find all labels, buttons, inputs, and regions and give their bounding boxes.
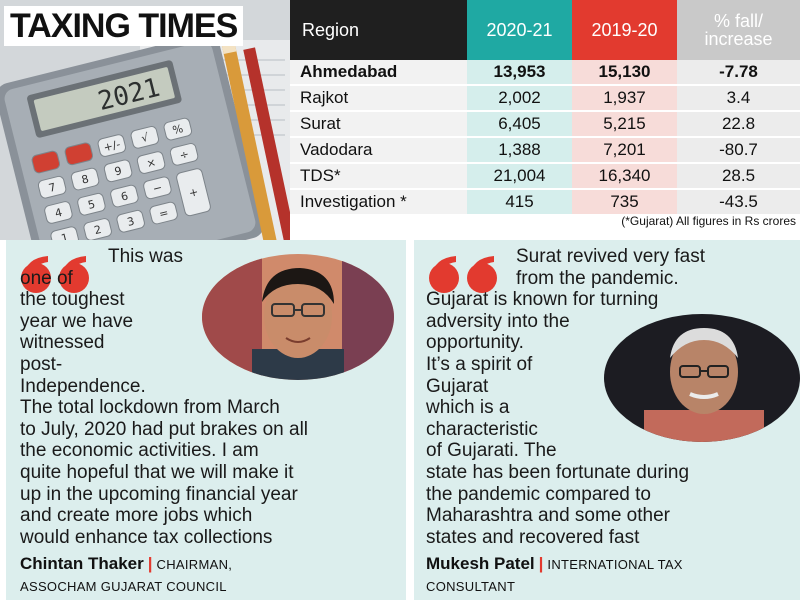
cell-percent-change: -43.5 — [677, 189, 800, 216]
quote-right-line: the pandemic compared to — [426, 483, 651, 505]
quote-left-line: quite hopeful that we will make it — [20, 461, 294, 483]
cell-region: Investigation * — [290, 189, 467, 216]
table-row: Vadodara 1,388 7,201 -80.7 — [290, 137, 800, 164]
quote-left-line: one of — [20, 267, 73, 289]
quote-right-line: which is a — [426, 397, 510, 419]
svg-text:−: − — [151, 181, 163, 196]
cell-2020-21: 415 — [467, 189, 572, 216]
quote-right-line: It’s a spirit of — [426, 353, 533, 375]
cell-percent-change: 3.4 — [677, 85, 800, 112]
quote-right-line: opportunity. — [426, 332, 524, 354]
quote-left-line: the economic activities. I am — [20, 440, 259, 462]
header-2019-20: 2019-20 — [572, 0, 677, 60]
table-footnote: (*Gujarat) All figures in Rs crores — [621, 214, 796, 228]
quote-right-line: Surat revived very fast — [516, 246, 706, 267]
svg-text:÷: ÷ — [178, 147, 190, 162]
quote-mark-icon — [21, 256, 89, 293]
svg-text:8: 8 — [80, 172, 90, 186]
cell-2019-20: 7,201 — [572, 137, 677, 164]
cell-region: Surat — [290, 111, 467, 138]
quote-right-line: Gujarat is known for turning — [426, 289, 659, 311]
quote-left-line: would enhance tax collections — [20, 526, 273, 548]
quote-right-line: Maharashtra and some other — [426, 505, 670, 527]
quote-right-line: characteristic — [426, 418, 538, 440]
quote-right-line: states and recovered fast — [426, 526, 640, 548]
quote-left-line: the toughest — [20, 289, 125, 311]
header-percent-change-line2: increase — [704, 29, 773, 49]
cell-2020-21: 1,388 — [467, 137, 572, 164]
svg-text:4: 4 — [54, 206, 64, 220]
svg-text:+: + — [188, 185, 200, 200]
quote-right-line: of Gujarati. The — [426, 440, 557, 462]
cell-2019-20: 735 — [572, 189, 677, 216]
svg-text:%: % — [171, 122, 184, 137]
svg-text:×: × — [145, 156, 157, 171]
portrait-mukesh-patel — [604, 314, 800, 442]
quote-right-line: state has been fortunate during — [426, 461, 690, 483]
tax-collection-table: Region 2020-21 2019-20 % fall/ increase … — [290, 0, 800, 240]
svg-text:3: 3 — [126, 215, 136, 229]
svg-text:6: 6 — [120, 189, 130, 203]
quote-left-line: Independence. — [20, 375, 146, 397]
cell-region: Rajkot — [290, 85, 467, 112]
cell-region: TDS* — [290, 163, 467, 190]
header-percent-change-line1: % fall/ — [713, 11, 764, 31]
byline-left: Chintan Thaker | CHAIRMAN, — [20, 554, 233, 573]
quote-panel-left: This was one of the toughest year we hav… — [6, 240, 406, 600]
quote-mark-icon — [429, 256, 497, 293]
svg-text:1: 1 — [60, 231, 70, 240]
headline: TAXING TIMES — [4, 6, 244, 46]
cell-2020-21: 6,405 — [467, 111, 572, 138]
cell-region: Ahmedabad — [290, 60, 467, 86]
header-2020-21: 2020-21 — [467, 0, 572, 60]
cell-2020-21: 13,953 — [467, 60, 572, 86]
speaker-name: Mukesh Patel — [426, 554, 535, 573]
quote-left-line: up in the upcoming financial year — [20, 483, 298, 505]
cell-percent-change: -7.78 — [677, 60, 800, 86]
speaker-title-line2: CONSULTANT — [426, 579, 516, 594]
quote-left-line: to July, 2020 had put brakes on all — [20, 418, 309, 440]
byline-right: Mukesh Patel | INTERNATIONAL TAX — [426, 554, 683, 573]
cell-2020-21: 21,004 — [467, 163, 572, 190]
svg-text:+/-: +/- — [102, 138, 122, 155]
table-row: Ahmedabad 13,953 15,130 -7.78 — [290, 60, 800, 86]
quote-right-line: Gujarat — [426, 375, 489, 397]
table-row: TDS* 21,004 16,340 28.5 — [290, 163, 800, 190]
speaker-title: INTERNATIONAL TAX — [547, 557, 683, 572]
svg-text:=: = — [158, 206, 170, 221]
header-region: Region — [290, 0, 467, 60]
svg-text:√: √ — [140, 130, 151, 145]
quote-left-line: post- — [20, 353, 63, 375]
cell-percent-change: 28.5 — [677, 163, 800, 190]
quote-left-line: This was — [108, 246, 183, 267]
quote-panel-right: Surat revived very fast from the pandemi… — [414, 240, 800, 600]
table-row: Surat 6,405 5,215 22.8 — [290, 111, 800, 138]
cell-2019-20: 1,937 — [572, 85, 677, 112]
cell-2019-20: 15,130 — [572, 60, 677, 86]
table-row: Rajkot 2,002 1,937 3.4 — [290, 85, 800, 112]
quote-left-line: and create more jobs which — [20, 505, 253, 527]
svg-text:9: 9 — [113, 164, 123, 178]
speaker-title: CHAIRMAN, — [156, 557, 233, 572]
calculator-photo: 2021 — [0, 0, 290, 240]
speaker-name: Chintan Thaker — [20, 554, 144, 573]
cell-percent-change: -80.7 — [677, 137, 800, 164]
portrait-chintan-thaker — [202, 254, 394, 380]
cell-2019-20: 5,215 — [572, 111, 677, 138]
cell-region: Vadodara — [290, 137, 467, 164]
quote-right-line: from the pandemic. — [516, 267, 679, 289]
header-percent-change: % fall/ increase — [677, 0, 800, 60]
quote-left-line: witnessed — [20, 332, 105, 354]
speaker-title-line2: ASSOCHAM GUJARAT COUNCIL — [20, 579, 227, 594]
quote-left-line: The total lockdown from March — [20, 397, 280, 419]
svg-text:7: 7 — [47, 181, 57, 195]
cell-2020-21: 2,002 — [467, 85, 572, 112]
cell-2019-20: 16,340 — [572, 163, 677, 190]
cell-percent-change: 22.8 — [677, 111, 800, 138]
svg-text:5: 5 — [87, 198, 97, 212]
quote-left-line: year we have — [20, 310, 134, 332]
quote-right-line: adversity into the — [426, 310, 570, 332]
table-row: Investigation * 415 735 -43.5 — [290, 189, 800, 216]
svg-text:2: 2 — [93, 223, 103, 237]
